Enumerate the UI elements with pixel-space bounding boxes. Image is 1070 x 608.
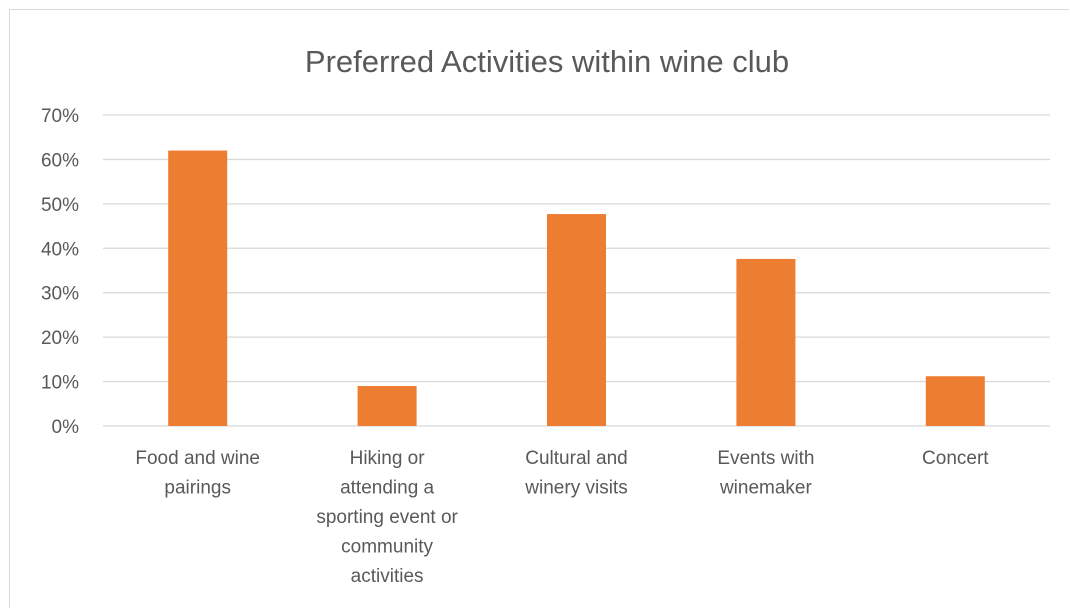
x-category-label: Hiking or attending a sporting event or com… [316, 448, 458, 587]
y-axis-tick-labels: 0% 10% 20% 30% 40% 50% 60% 70% [41, 106, 79, 438]
x-category-label-line: Hiking or [350, 448, 426, 469]
bars [168, 150, 985, 427]
chart-title: Preferred Activities within wine club [305, 44, 789, 79]
bar [925, 376, 985, 426]
x-category-label-line: sporting event or [316, 507, 458, 528]
bar [736, 258, 796, 426]
x-category-label-line: Events with [717, 448, 814, 469]
x-category-label-line: attending a [340, 478, 434, 499]
bar [168, 150, 228, 427]
y-tick-label: 10% [41, 373, 79, 394]
x-category-label-line: community [341, 537, 433, 558]
y-tick-label: 20% [41, 328, 79, 349]
x-category-label-line: activities [351, 566, 424, 587]
bar [547, 214, 606, 426]
x-category-label: Events with winemaker [717, 448, 814, 499]
x-category-label-line: Cultural and [525, 448, 627, 469]
x-category-label-line: winery visits [524, 478, 627, 499]
x-category-label: Food and wine pairings [135, 448, 260, 499]
x-category-label-line: winemaker [719, 478, 813, 499]
y-tick-label: 40% [41, 239, 79, 260]
x-axis-category-labels: Food and wine pairings Hiking or attending … [135, 448, 989, 587]
y-tick-label: 60% [41, 150, 79, 171]
y-tick-label: 70% [41, 106, 79, 127]
x-category-label-line: Food and wine [135, 448, 260, 469]
bar [357, 386, 417, 426]
y-tick-label: 50% [41, 195, 79, 216]
y-tick-label: 30% [41, 284, 79, 305]
x-category-label: Cultural and winery visits [524, 448, 627, 499]
x-category-label-line: Concert [922, 448, 989, 469]
y-tick-label: 0% [52, 417, 80, 438]
x-category-label: Concert [922, 448, 989, 469]
x-category-label-line: pairings [164, 478, 231, 499]
